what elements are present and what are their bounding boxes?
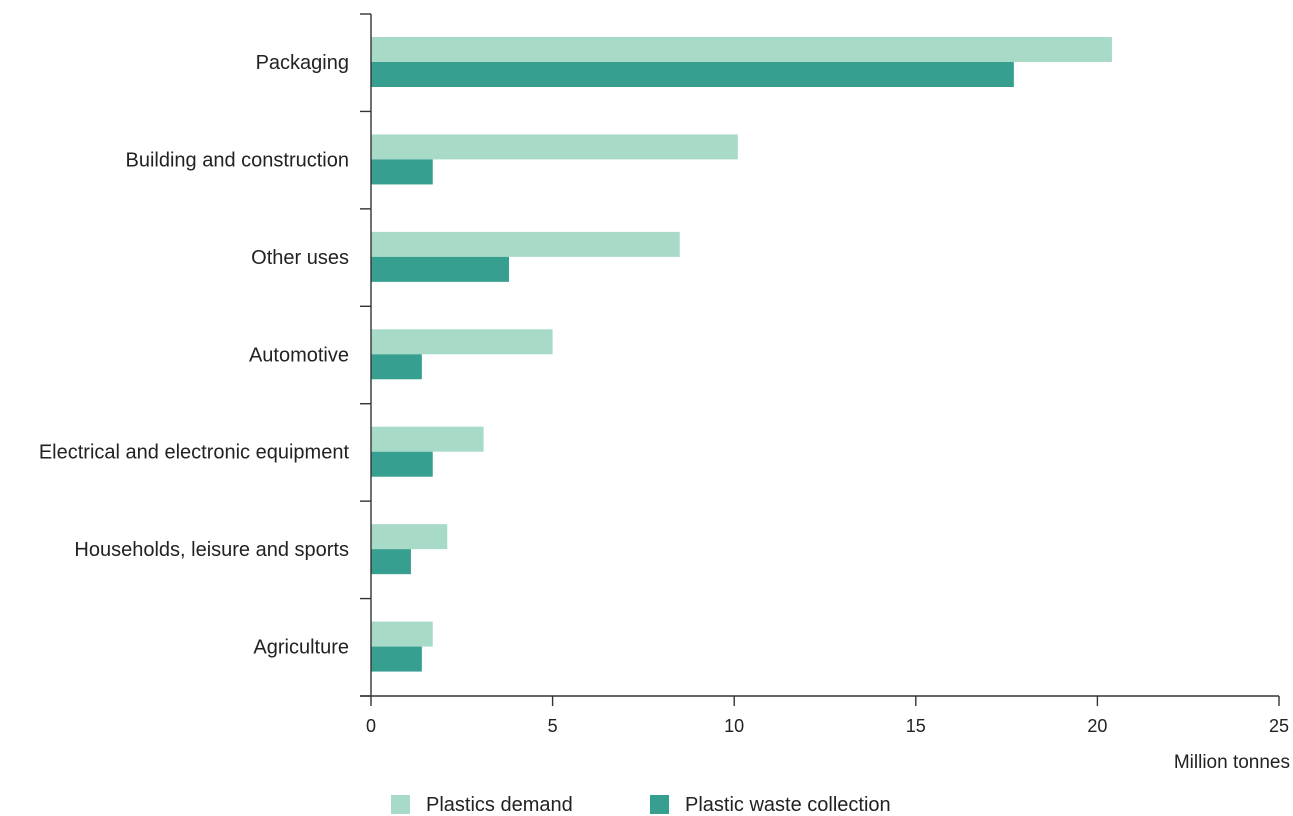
- bar-plastics-demand: [371, 329, 553, 355]
- x-tick-label: 5: [548, 716, 558, 736]
- bar-plastics-demand: [371, 231, 680, 257]
- bars-layer: [371, 37, 1112, 672]
- bar-plastics-demand: [371, 37, 1112, 62]
- category-label: Packaging: [256, 52, 349, 74]
- legend-swatch-plastics-demand: [391, 795, 410, 814]
- bar-plastic-waste-collection: [371, 159, 433, 185]
- bar-plastic-waste-collection: [371, 354, 422, 380]
- x-tick-label: 10: [724, 716, 744, 736]
- bar-plastics-demand: [371, 524, 448, 550]
- category-label: Households, leisure and sports: [74, 539, 349, 561]
- bar-plastic-waste-collection: [371, 451, 433, 477]
- legend-label-plastic-waste-collection: Plastic waste collection: [685, 794, 891, 816]
- x-tick-label: 25: [1269, 716, 1289, 736]
- category-label: Building and construction: [126, 149, 349, 171]
- x-axis-title: Million tonnes: [1174, 752, 1290, 773]
- x-tick-label: 0: [366, 716, 376, 736]
- bar-plastic-waste-collection: [371, 646, 422, 672]
- category-label: Automotive: [249, 344, 349, 366]
- bar-plastics-demand: [371, 134, 738, 160]
- bar-plastics-demand: [371, 621, 433, 647]
- bar-plastics-demand: [371, 426, 484, 452]
- legend: Plastics demand Plastic waste collection: [391, 794, 891, 816]
- legend-swatch-plastic-waste-collection: [650, 795, 669, 814]
- x-tick-label: 20: [1087, 716, 1107, 736]
- x-tick-label: 15: [906, 716, 926, 736]
- legend-label-plastics-demand: Plastics demand: [426, 794, 573, 816]
- bar-plastic-waste-collection: [371, 549, 411, 575]
- axes-layer: [360, 13, 1280, 706]
- labels-layer: Packaging Building and construction Other …: [39, 52, 1289, 736]
- category-label: Electrical and electronic equipment: [39, 442, 350, 464]
- bar-plastic-waste-collection: [371, 62, 1014, 87]
- category-label: Other uses: [251, 247, 349, 269]
- category-label: Agriculture: [253, 637, 349, 659]
- bar-plastic-waste-collection: [371, 256, 510, 282]
